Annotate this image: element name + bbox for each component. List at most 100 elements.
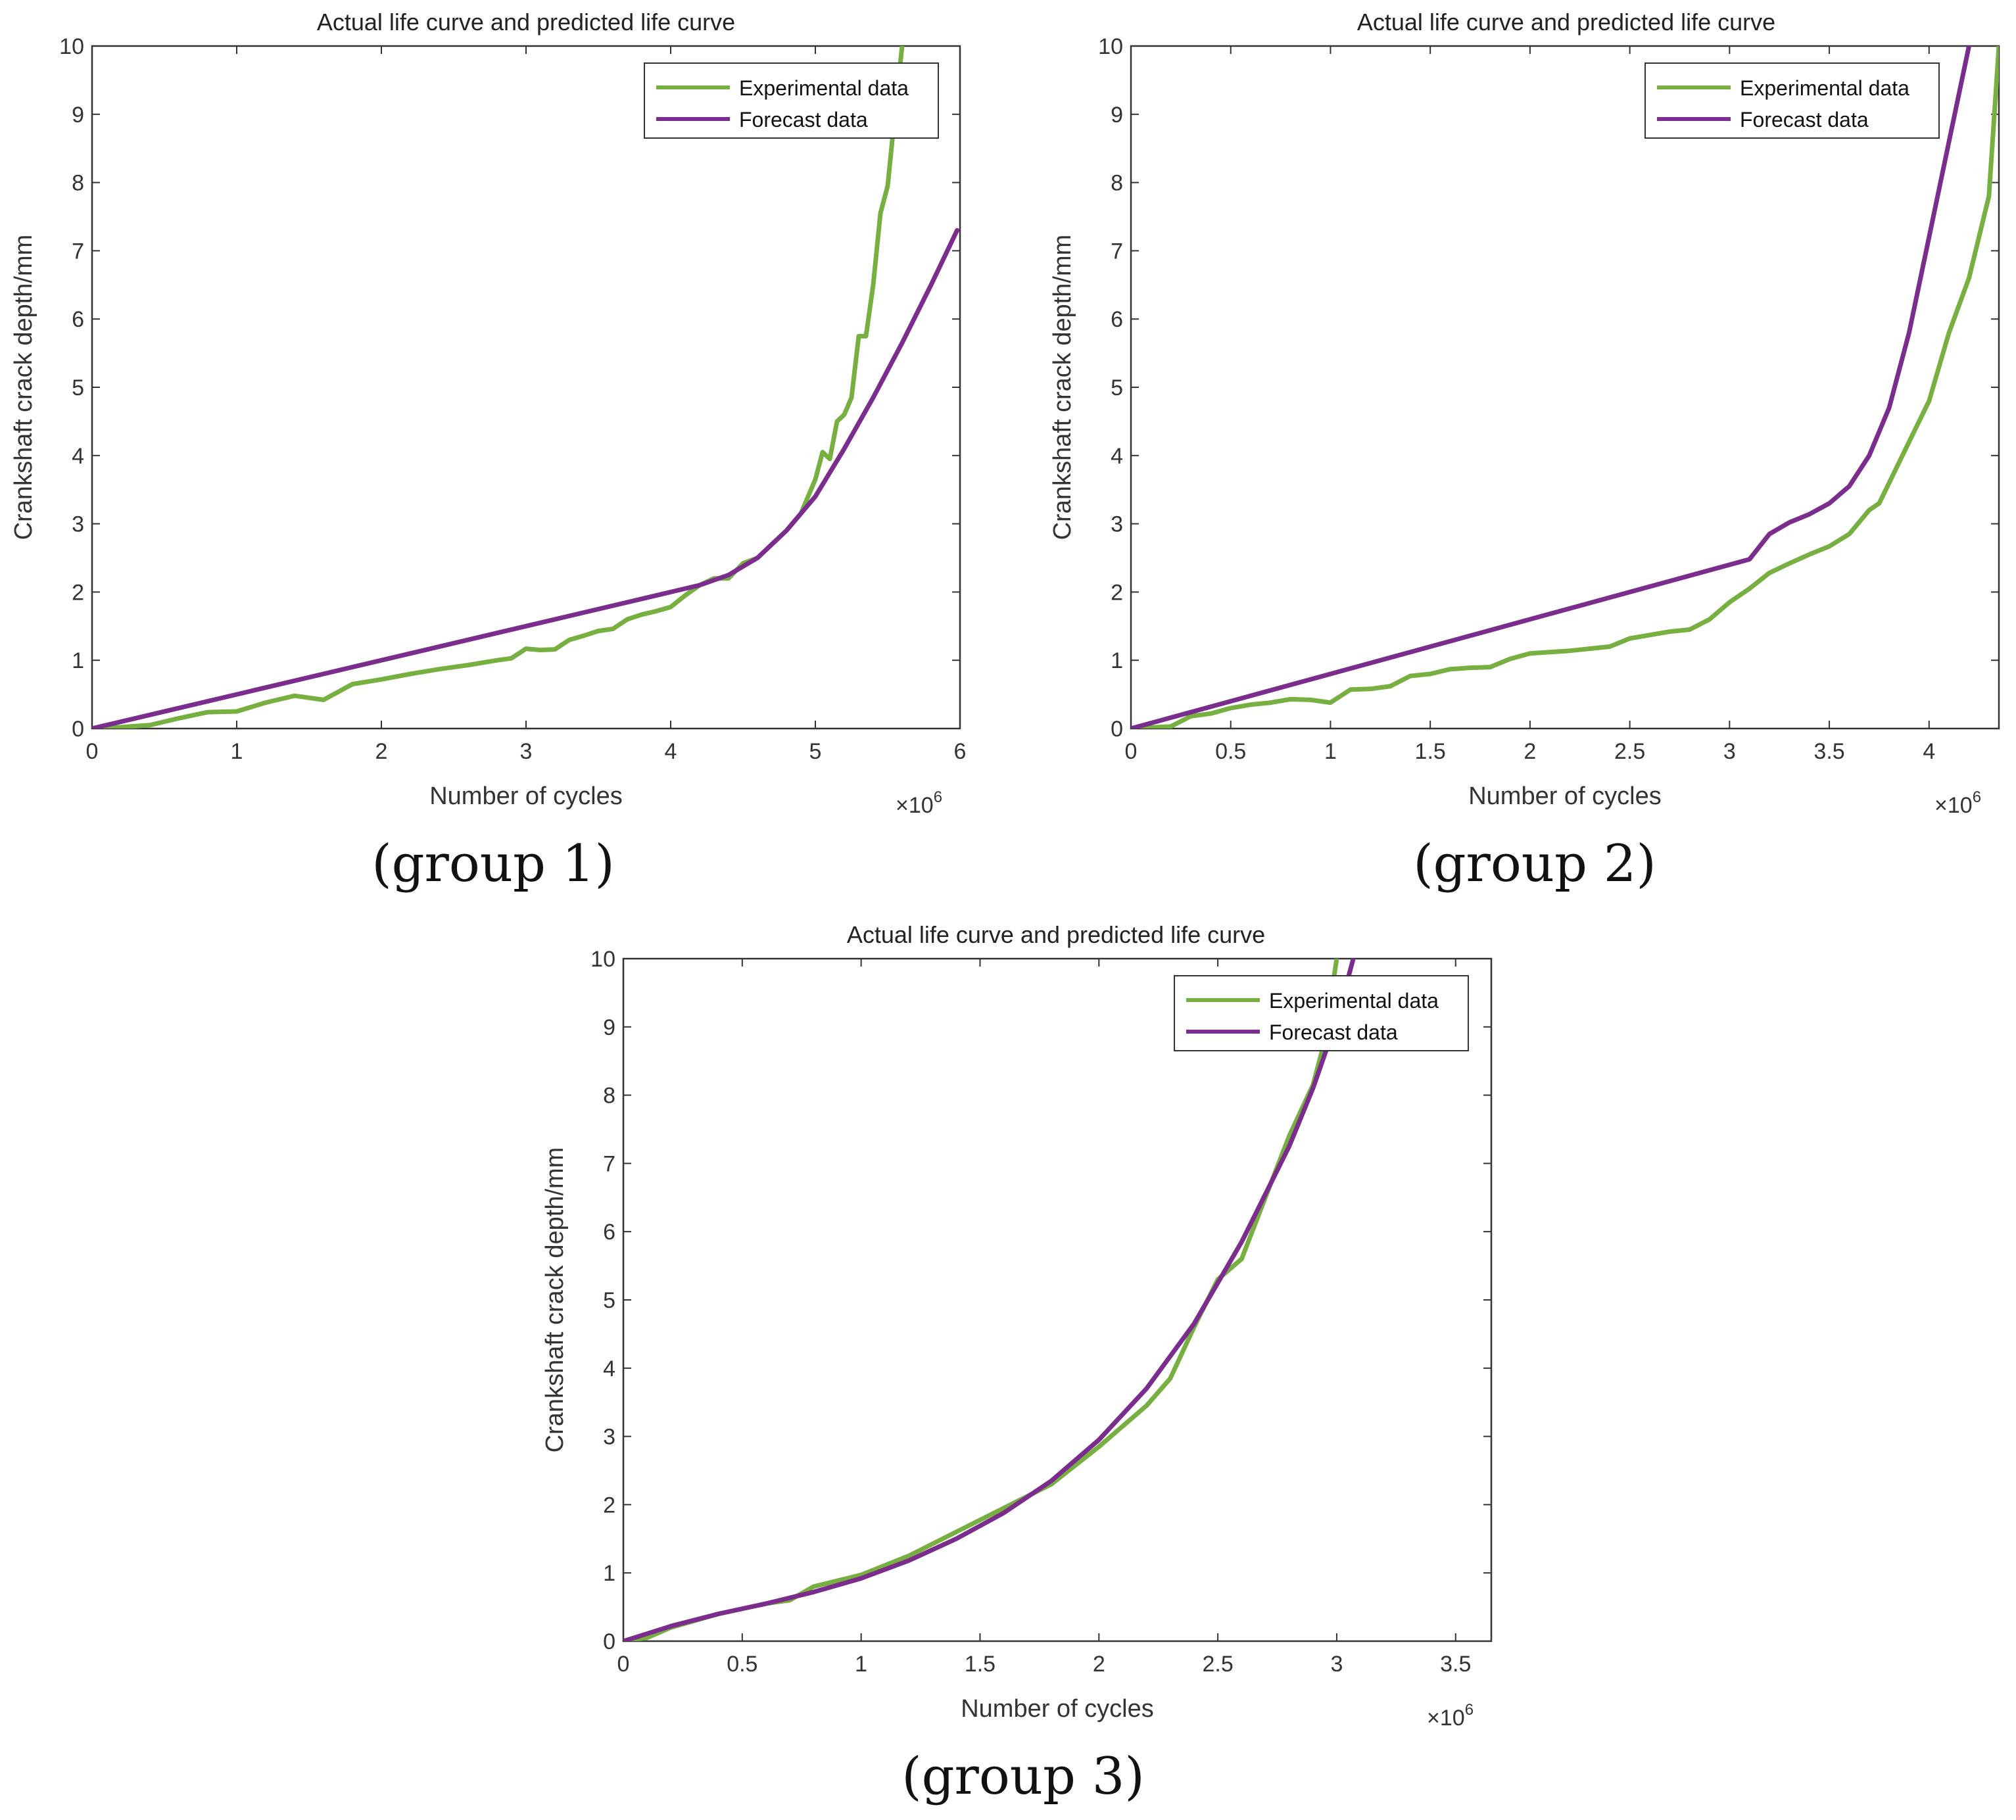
- y-tick-label: 1: [603, 1561, 615, 1586]
- chart-group-2: Actual life curve and predicted life cur…: [1049, 9, 2000, 818]
- x-tick-label: 3.5: [1813, 739, 1844, 764]
- y-tick-label: 5: [72, 375, 84, 400]
- y-tick-label: 0: [603, 1629, 615, 1654]
- y-tick-label: 6: [72, 307, 84, 332]
- y-tick-label: 2: [603, 1493, 615, 1518]
- y-ticks: 0 1 2 3 4 5 6 7 8 9 10: [590, 947, 1491, 1654]
- legend-box: [1174, 975, 1469, 1051]
- x-tick-label: 5: [809, 739, 822, 764]
- y-tick-label: 8: [1111, 171, 1123, 196]
- plot-area-frame: [1130, 45, 2000, 730]
- y-tick-label: 1: [72, 648, 84, 673]
- y-tick-label: 0: [72, 717, 84, 742]
- legend-label-experimental: Experimental data: [1740, 76, 1909, 100]
- legend-label-experimental: Experimental data: [739, 76, 909, 100]
- series-layer: [623, 959, 1356, 1641]
- y-tick-label: 4: [603, 1356, 615, 1381]
- y-tick-label: 0: [1111, 717, 1123, 742]
- plot-area-frame: [91, 45, 961, 730]
- series-forecast-line: [1131, 46, 1971, 729]
- panel-caption-group-3: (group 3): [901, 1747, 1145, 1806]
- y-axis-label: Crankshaft crack depth/mm: [1049, 235, 1076, 540]
- x-tick-label: 0: [617, 1652, 630, 1677]
- x-tick-label: 1.5: [1415, 739, 1446, 764]
- x-ticks: 0 0.5 1 1.5 2 2.5 3 3.5: [617, 959, 1471, 1677]
- x-tick-label: 1: [231, 739, 243, 764]
- x-tick-label: 1.5: [965, 1652, 996, 1677]
- y-tick-label: 9: [603, 1015, 615, 1040]
- y-tick-label: 4: [72, 444, 84, 469]
- y-tick-label: 5: [603, 1288, 615, 1313]
- x-tick-label: 3.5: [1440, 1652, 1471, 1677]
- y-tick-label: 3: [603, 1425, 615, 1450]
- x-exponent-label: ×106: [1427, 1701, 1474, 1731]
- chart-title: Actual life curve and predicted life cur…: [317, 9, 735, 36]
- x-tick-label: 6: [954, 739, 967, 764]
- x-tick-label: 2: [375, 739, 388, 764]
- legend: Experimental data Forecast data: [1644, 62, 1940, 139]
- x-tick-label: 3: [520, 739, 533, 764]
- y-tick-label: 5: [1111, 375, 1123, 400]
- y-axis-label: Crankshaft crack depth/mm: [10, 235, 37, 540]
- y-tick-label: 9: [72, 103, 84, 128]
- chart-group-3: Actual life curve and predicted life cur…: [541, 921, 1493, 1731]
- x-ticks: 0 0.5 1 1.5 2 2.5 3 3.5 4: [1125, 46, 1935, 764]
- series-forecast-line: [92, 228, 960, 729]
- plot-area-frame: [622, 957, 1493, 1642]
- x-tick-label: 1: [1324, 739, 1337, 764]
- legend-box: [644, 62, 939, 139]
- x-axis-label: Number of cycles: [429, 782, 623, 810]
- y-tick-label: 2: [1111, 580, 1123, 605]
- series-layer: [1131, 46, 1999, 729]
- x-exponent-label: ×106: [1934, 788, 1981, 818]
- x-tick-label: 0.5: [1215, 739, 1246, 764]
- x-tick-label: 1: [855, 1652, 867, 1677]
- y-tick-label: 2: [72, 580, 84, 605]
- legend-label-experimental: Experimental data: [1269, 989, 1439, 1013]
- chart-title: Actual life curve and predicted life cur…: [1357, 9, 1775, 36]
- y-tick-label: 4: [1111, 444, 1123, 469]
- x-tick-label: 2: [1093, 1652, 1105, 1677]
- x-tick-label: 0: [1125, 739, 1138, 764]
- legend-label-forecast: Forecast data: [739, 108, 868, 132]
- x-tick-label: 0.5: [727, 1652, 757, 1677]
- series-experimental-line: [92, 46, 905, 729]
- y-tick-label: 10: [590, 947, 615, 972]
- y-tick-label: 6: [603, 1220, 615, 1245]
- x-axis-label: Number of cycles: [961, 1695, 1154, 1723]
- y-tick-label: 10: [59, 34, 84, 59]
- y-tick-label: 6: [1111, 307, 1123, 332]
- y-tick-label: 9: [1111, 103, 1123, 128]
- legend: Experimental data Forecast data: [644, 62, 939, 139]
- y-tick-label: 7: [603, 1151, 615, 1176]
- y-tick-label: 1: [1111, 648, 1123, 673]
- chart-group-1: Actual life curve and predicted life cur…: [10, 9, 966, 818]
- panel-caption-group-2: (group 2): [1413, 834, 1656, 894]
- x-tick-label: 2.5: [1614, 739, 1645, 764]
- x-ticks: 0 1 2 3 4 5 6: [86, 46, 967, 764]
- x-tick-label: 2.5: [1202, 1652, 1233, 1677]
- x-tick-label: 0: [86, 739, 99, 764]
- y-tick-label: 8: [603, 1084, 615, 1109]
- y-tick-label: 7: [1111, 239, 1123, 264]
- x-tick-label: 4: [665, 739, 677, 764]
- legend: Experimental data Forecast data: [1174, 975, 1469, 1051]
- panel-caption-group-1: (group 1): [372, 834, 615, 894]
- series-layer: [92, 46, 960, 729]
- x-tick-label: 2: [1524, 739, 1536, 764]
- x-tick-label: 3: [1723, 739, 1736, 764]
- y-axis-label: Crankshaft crack depth/mm: [541, 1147, 569, 1453]
- y-tick-label: 3: [72, 512, 84, 537]
- legend-label-forecast: Forecast data: [1269, 1020, 1398, 1044]
- legend-box: [1644, 62, 1940, 139]
- y-ticks: 0 1 2 3 4 5 6 7 8 9 10: [59, 34, 960, 742]
- y-tick-label: 10: [1098, 34, 1123, 59]
- x-tick-label: 4: [1923, 739, 1935, 764]
- x-exponent-label: ×106: [896, 788, 942, 818]
- legend-label-forecast: Forecast data: [1740, 108, 1869, 132]
- series-experimental-line: [1131, 46, 1999, 729]
- x-tick-label: 3: [1330, 1652, 1343, 1677]
- y-tick-label: 7: [72, 239, 84, 264]
- y-tick-label: 3: [1111, 512, 1123, 537]
